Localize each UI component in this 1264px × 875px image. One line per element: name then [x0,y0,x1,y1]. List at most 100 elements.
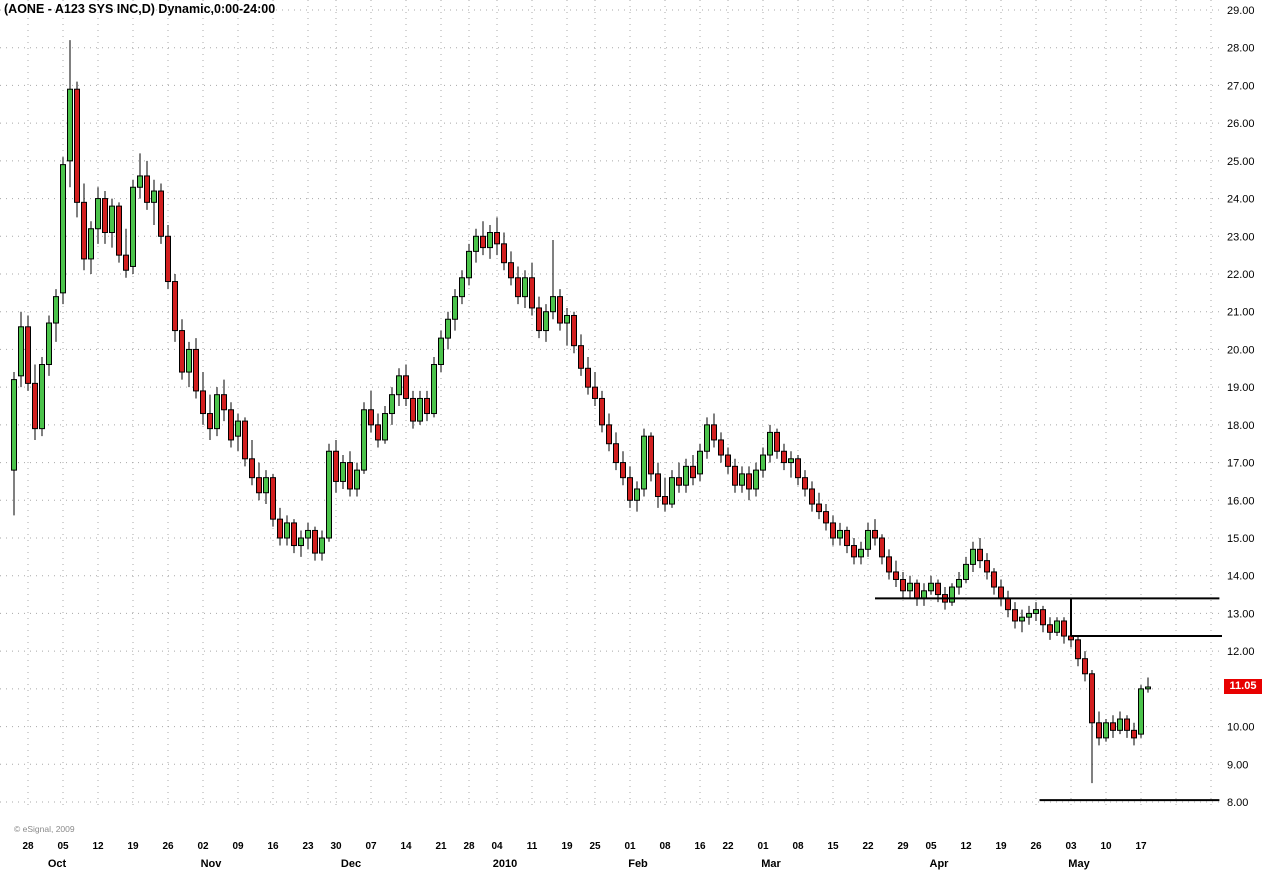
candle [74,88,80,203]
candle [165,235,171,283]
candle [963,563,969,580]
candle [690,465,696,479]
x-axis-month-label: Dec [341,858,361,870]
x-axis-month-label: Apr [930,858,950,870]
candle [326,450,332,539]
candle [354,469,360,490]
candle [830,522,836,539]
candle [46,322,52,366]
candle [900,578,906,592]
candle [396,375,402,396]
x-axis-day-label: 16 [694,841,706,852]
x-axis-day-label: 21 [435,841,447,852]
candle [1054,620,1060,633]
candle [144,175,150,203]
candle [669,477,675,505]
x-axis-day-label: 11 [527,841,538,852]
candle [389,394,395,415]
candle [417,397,423,422]
candle [67,88,73,162]
candle [368,409,374,426]
candle [375,424,381,441]
candle [550,296,556,313]
candle [347,462,353,490]
y-axis-label: 27.00 [1227,80,1255,92]
y-axis-label: 15.00 [1227,533,1255,545]
candle [998,586,1004,599]
esignal-watermark: © eSignal, 2009 [14,824,75,834]
candle [228,409,234,441]
candle [753,469,759,490]
candle [977,548,983,562]
candle [627,477,633,501]
candle [907,582,913,592]
candle [634,488,640,501]
candle [802,477,808,490]
candle [767,431,773,456]
last-price-badge: 11.05 [1224,678,1262,694]
candle [592,386,598,399]
candle [543,311,549,332]
y-axis-label: 10.00 [1227,722,1255,734]
y-axis-label: 14.00 [1227,571,1255,583]
candle [270,477,276,520]
candle [984,560,990,573]
candle [60,164,66,294]
candle [718,439,724,456]
x-axis-day-label: 22 [722,841,734,852]
candle [186,348,192,373]
candle [732,465,738,486]
candle [1012,609,1018,622]
candle [606,424,612,445]
y-axis-label: 29.00 [1227,5,1255,17]
y-axis-label: 26.00 [1227,118,1255,130]
y-axis-label: 25.00 [1227,156,1255,168]
candle [858,548,864,558]
candle [235,420,241,437]
candle [445,318,451,339]
x-axis-day-label: 19 [995,841,1007,852]
candle [452,296,458,320]
candle [809,488,815,505]
candle [123,254,129,271]
candle [788,458,794,464]
candle [774,431,780,452]
candle [564,314,570,324]
y-axis-label: 18.00 [1227,420,1255,432]
y-axis-label: 8.00 [1227,797,1248,809]
candle [697,450,703,475]
candle [739,473,745,486]
candle [25,326,31,384]
candle [102,198,108,234]
candle [1047,624,1053,633]
candle [921,590,927,599]
candle [956,578,962,588]
x-axis-month-label: Nov [201,858,223,870]
x-axis-month-label: May [1068,858,1090,870]
y-axis-label: 24.00 [1227,194,1255,206]
candle [1110,722,1116,731]
x-axis-day-label: 26 [1030,841,1042,852]
candle [11,379,17,471]
candle [403,375,409,399]
candle [529,277,535,309]
candle [886,556,892,573]
x-axis-day-label: 09 [232,841,244,852]
chart-title: (AONE - A123 SYS INC,D) Dynamic,0:00-24:… [4,2,276,16]
candle [249,458,255,479]
candle [200,390,206,415]
y-axis-label: 23.00 [1227,231,1255,243]
candle [501,243,507,264]
candle [18,326,24,377]
candle [1040,609,1046,626]
candle [81,201,87,260]
x-axis-day-label: 12 [960,841,972,852]
x-axis-day-label: 29 [897,841,909,852]
candle [480,235,486,249]
candle [109,205,115,234]
candle [263,477,269,494]
x-axis-day-label: 28 [463,841,475,852]
candle [494,232,500,245]
candle [319,537,325,554]
